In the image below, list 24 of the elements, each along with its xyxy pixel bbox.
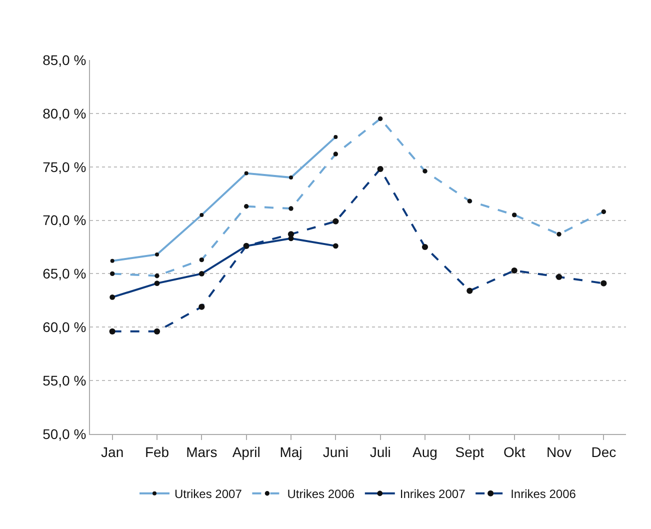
legend-label: Inrikes 2007 xyxy=(400,487,466,502)
y-tick-label: 85,0 % xyxy=(42,52,86,68)
x-tick-label: Feb xyxy=(144,444,170,460)
y-tick-label: 65,0 % xyxy=(42,266,86,282)
x-tick-label: Juli xyxy=(370,444,391,460)
y-tick-label: 70,0 % xyxy=(42,212,86,228)
y-tick-label: 80,0 % xyxy=(42,105,86,122)
y-tick-label: 75,0 % xyxy=(42,158,86,175)
legend-label: Utrikes 2007 xyxy=(174,487,242,502)
x-tick-label: Okt xyxy=(503,444,526,460)
y-tick-label: 60,0 % xyxy=(42,319,86,336)
legend-label: Utrikes 2006 xyxy=(287,487,355,502)
legend-label: Inrikes 2006 xyxy=(510,487,576,502)
x-tick-label: April xyxy=(232,444,260,460)
y-tick-label: 50,0 % xyxy=(42,426,86,442)
x-tick-label: Aug xyxy=(412,444,438,460)
x-tick-label: Nov xyxy=(546,444,572,460)
x-tick-label: Mars xyxy=(186,444,218,460)
x-tick-label: Dec xyxy=(591,444,616,460)
x-tick-label: Jan xyxy=(101,444,124,460)
x-tick-label: Sept xyxy=(455,444,484,460)
y-tick-label: 55,0 % xyxy=(42,372,86,388)
x-tick-label: Juni xyxy=(322,444,349,460)
x-tick-label: Maj xyxy=(280,444,302,460)
